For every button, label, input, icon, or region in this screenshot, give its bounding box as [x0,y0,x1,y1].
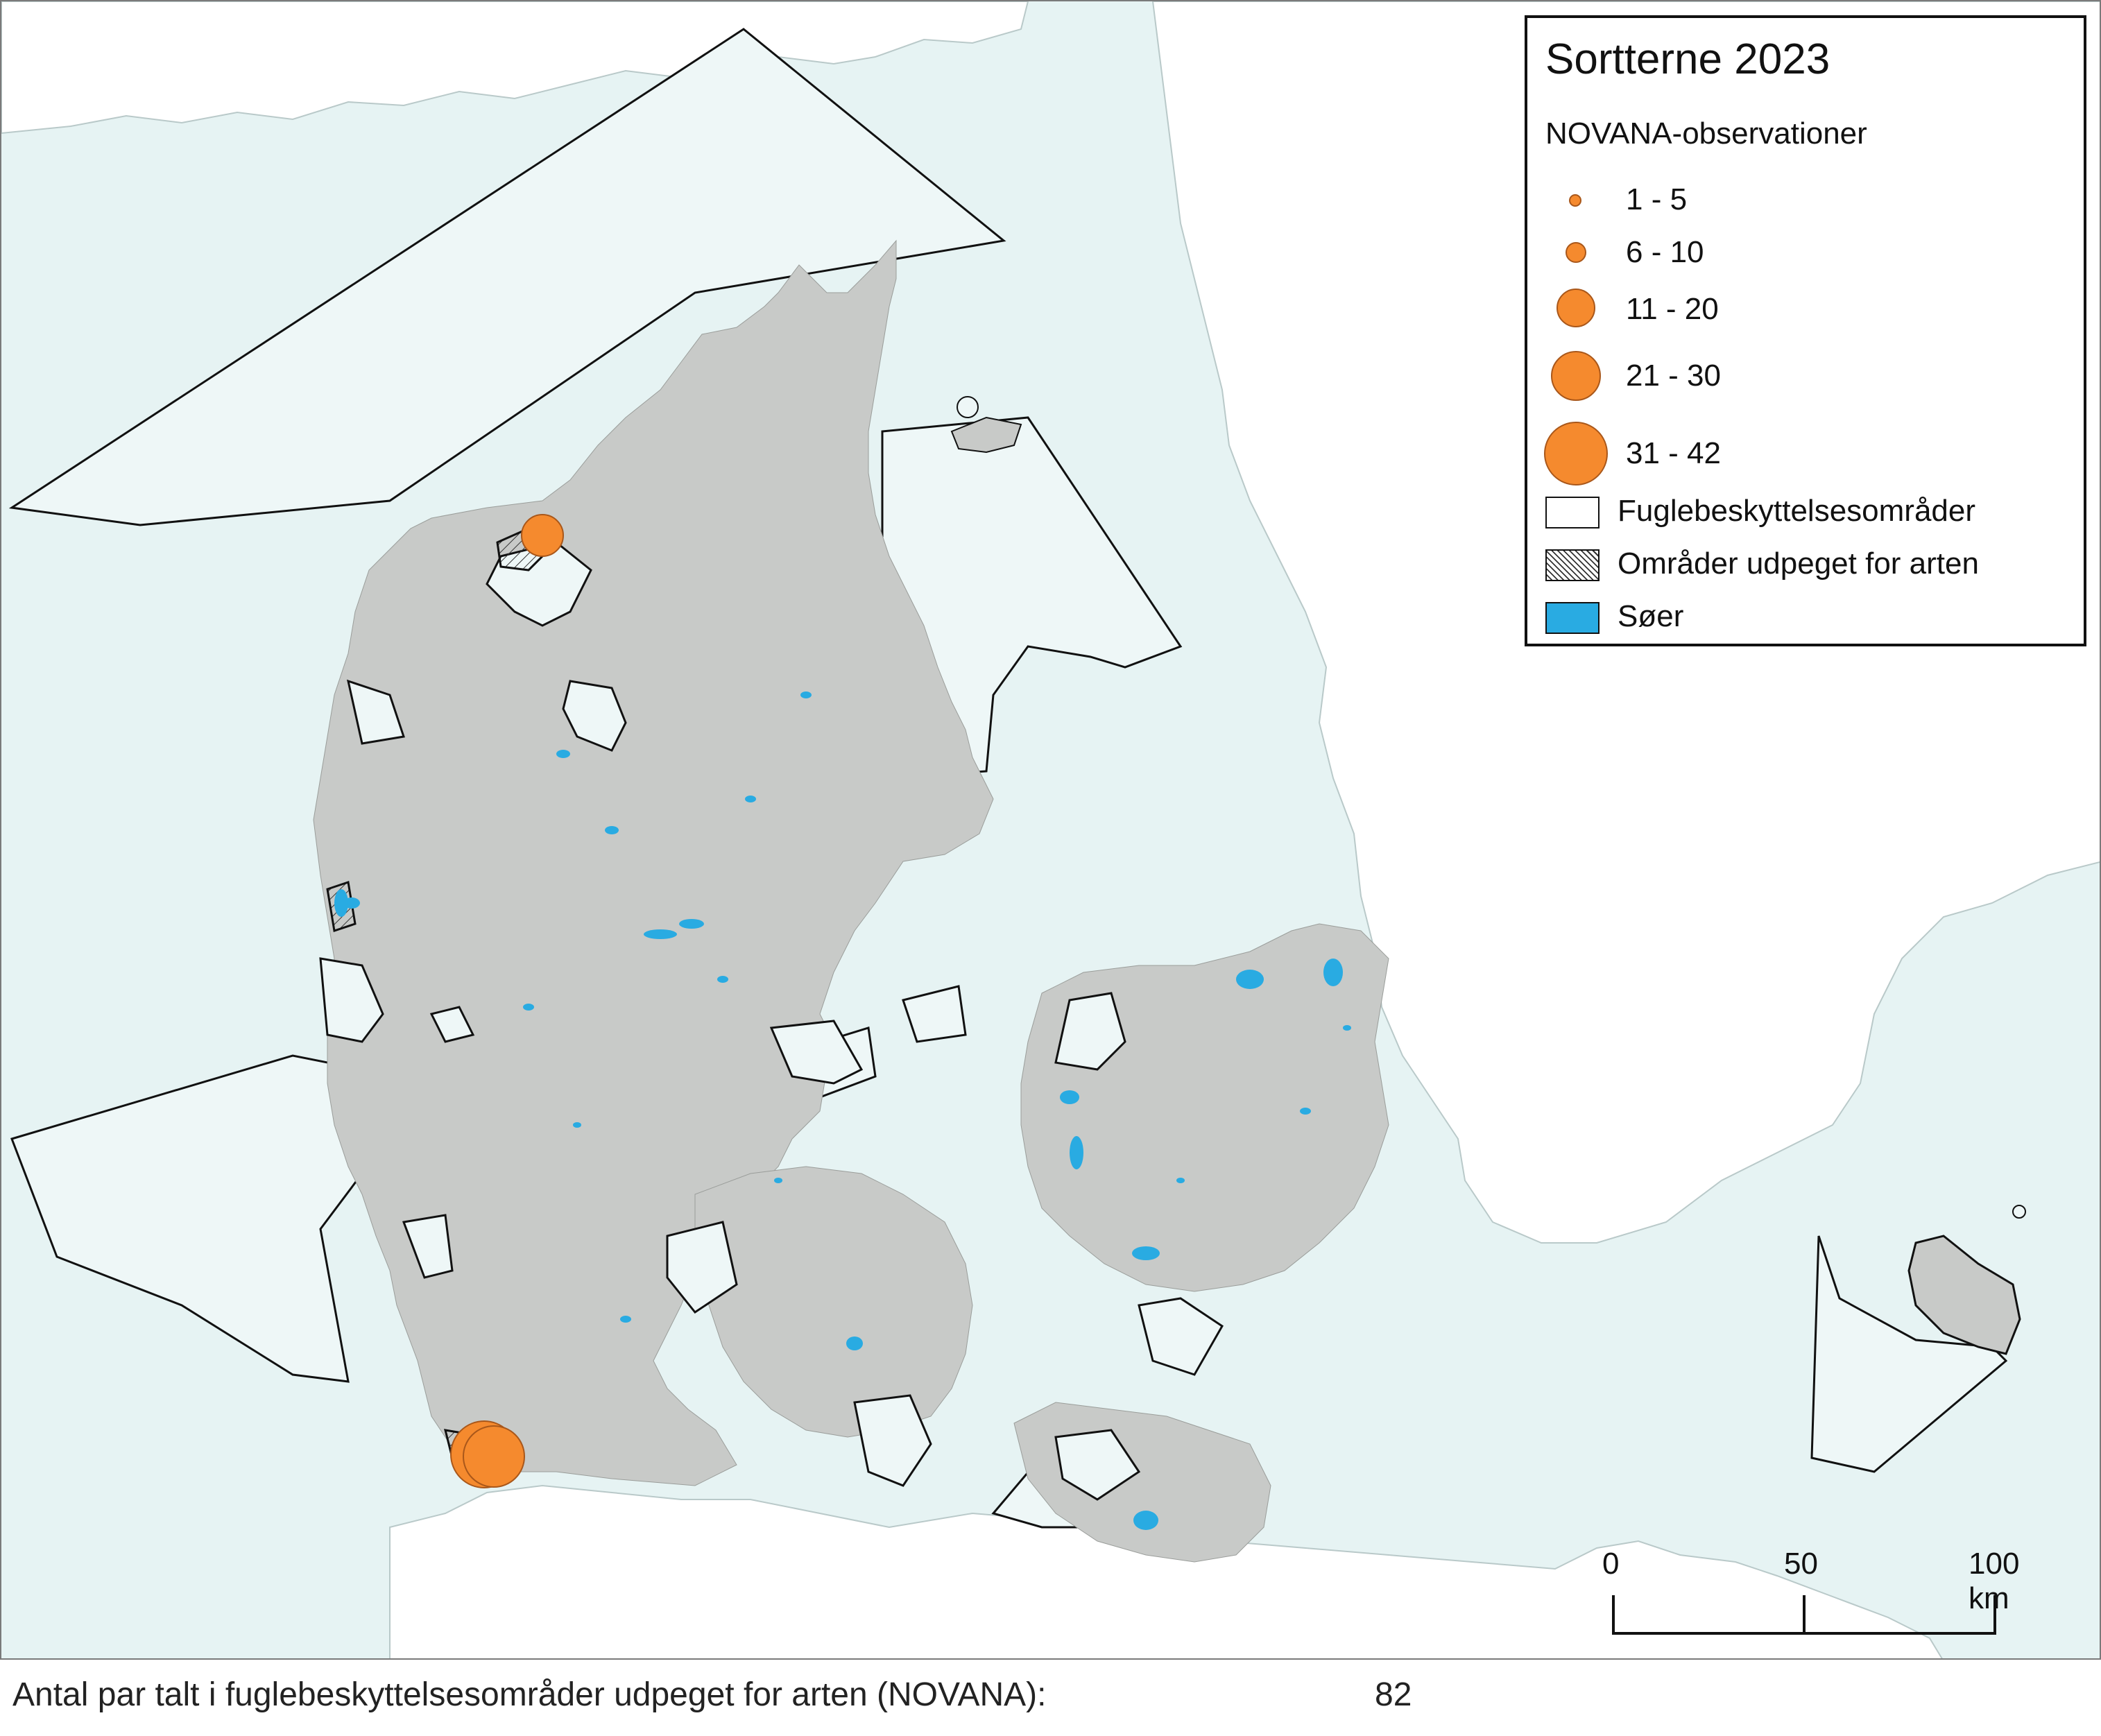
legend: Sortterne 2023 NOVANA-observationer 1 - … [1525,15,2086,646]
legend-dot-symbol [1551,351,1601,401]
laeso-island [950,416,1022,454]
legend-size-label: 1 - 5 [1626,182,1688,216]
legend-swatch-designated-area [1545,549,1600,581]
funen-landmass [694,1166,973,1438]
scale-bar: 0 50 100 km [1588,1547,2020,1651]
bornholm-landmass [1907,1235,2021,1355]
map-canvas[interactable] [0,0,2101,1660]
scale-bar-line [1612,1595,1996,1635]
bird-protection-areas [8,28,2008,1529]
footer-count-label: Antal par talt i fuglebeskyttelsesområde… [12,1676,1047,1713]
legend-dot-symbol [1544,422,1608,485]
legend-layer-label: Fuglebeskyttelsesområder [1618,494,1976,528]
legend-size-class: 1 - 5 [1527,179,2084,221]
small-island-ertholmene [2012,1205,2026,1219]
observation-point[interactable] [521,514,564,557]
legend-swatch-protection-area [1545,497,1600,528]
germany-landmass [389,1484,1943,1658]
observations [450,514,564,1488]
map-svg [1,1,2100,1658]
legend-size-label: 6 - 10 [1626,235,1704,269]
norway-landmass [1,1,1029,135]
scale-tick-label: 100 km [1969,1547,2020,1615]
legend-dot-symbol [1569,194,1581,207]
observation-point[interactable] [463,1425,525,1488]
legend-title: Sortterne 2023 [1545,35,1830,83]
inland-protection-areas [319,541,1224,1501]
legend-layer-label: Søer [1618,599,1684,633]
legend-size-label: 31 - 42 [1626,436,1721,470]
legend-size-class: 6 - 10 [1527,232,2084,273]
legend-subtitle: NOVANA-observationer [1545,117,1867,151]
lakes [334,691,1351,1530]
legend-size-class: 31 - 42 [1527,422,2084,485]
legend-size-class: 11 - 20 [1527,289,2084,330]
legend-size-class: 21 - 30 [1527,351,2084,401]
legend-dot-symbol [1557,289,1595,327]
scale-tick-label: 50 [1784,1547,1818,1581]
legend-dot-symbol [1566,242,1586,263]
legend-size-label: 11 - 20 [1626,292,1719,326]
legend-size-label: 21 - 30 [1626,359,1721,393]
legend-swatch-lakes [1545,602,1600,634]
small-island-anholt [957,396,979,418]
footer-count-value: 82 [1375,1676,1412,1713]
scale-tick-label: 0 [1602,1547,1620,1581]
legend-layer-label: Områder udpeget for arten [1618,547,1979,581]
